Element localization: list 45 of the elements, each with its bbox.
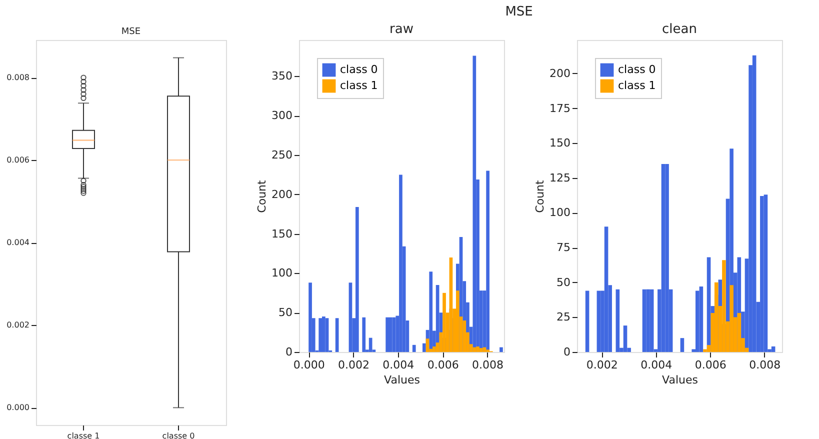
y-tick-label: 0.002: [6, 320, 30, 330]
y-tick-label: 0.000: [6, 403, 30, 412]
x-tick-label: 0.004: [382, 358, 414, 372]
y-tick-label: 0: [564, 346, 570, 358]
y-tick-label: 350: [272, 70, 292, 83]
y-tick-label: 150: [550, 136, 570, 150]
y-tick-label: 250: [272, 148, 292, 162]
y-tick-label: 150: [272, 227, 292, 240]
x-tick-label: classe 0: [162, 432, 195, 439]
y-tick-label: 25: [556, 310, 570, 324]
x-tick-label: 0.002: [338, 358, 370, 372]
x-tick-label: 0.006: [694, 358, 726, 372]
x-tick-label: 0.006: [427, 358, 459, 372]
y-tick-label: 200: [272, 188, 292, 201]
chart-title: raw: [390, 22, 414, 37]
chart-title: MSE: [121, 27, 141, 37]
y-tick-label: 50: [556, 276, 570, 289]
x-tick-label: 0.000: [293, 358, 325, 372]
y-tick-label: 100: [272, 266, 292, 280]
y-tick-label: 75: [556, 241, 570, 254]
y-axis-title: Count: [256, 179, 269, 213]
y-tick-label: 125: [550, 171, 570, 184]
y-tick-label: 0.006: [6, 156, 30, 165]
y-axis-title: Count: [534, 179, 547, 213]
x-axis-title: Values: [662, 374, 698, 386]
chart-title: clean: [662, 22, 697, 37]
y-tick-label: 100: [550, 206, 570, 220]
y-tick-label: 0.004: [6, 238, 30, 248]
x-tick-label: 0.008: [749, 358, 781, 372]
y-tick-label: 50: [278, 306, 292, 320]
legend-label: class 0: [618, 63, 656, 76]
y-tick-label: 175: [550, 102, 570, 115]
legend-label: class 1: [618, 79, 656, 92]
x-tick-label: 0.002: [586, 358, 618, 372]
y-tick-label: 0.008: [6, 73, 30, 82]
text: MSE: [505, 4, 533, 20]
x-tick-label: classe 1: [67, 432, 100, 439]
legend-label: class 0: [340, 63, 378, 76]
legend-label: class 1: [340, 79, 378, 92]
x-tick-label: 0.004: [640, 358, 672, 372]
y-tick-label: 0: [286, 346, 292, 358]
y-tick-label: 200: [550, 66, 570, 80]
y-tick-label: 300: [272, 109, 292, 122]
x-axis-title: Values: [384, 374, 420, 386]
x-tick-label: 0.008: [472, 358, 504, 372]
